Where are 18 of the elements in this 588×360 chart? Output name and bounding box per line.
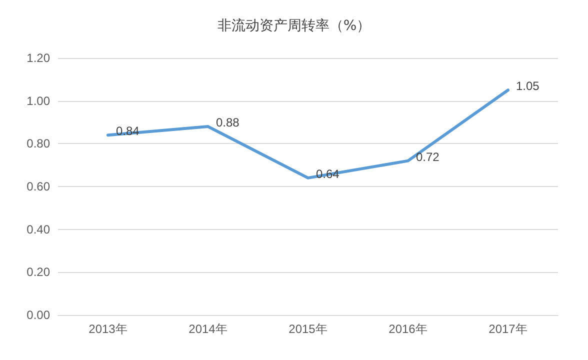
data-label: 0.72 [416, 150, 440, 164]
y-tick-label: 0.20 [26, 265, 50, 280]
x-tick-label: 2013年 [88, 322, 128, 336]
chart-title: 非流动资产周转率（%） [217, 18, 371, 34]
data-label: 1.05 [516, 79, 540, 94]
x-tick-label: 2015年 [288, 322, 328, 336]
y-tick-label: 0.60 [26, 180, 50, 194]
x-tick-label: 2014年 [188, 322, 228, 336]
y-tick-label: 0.40 [26, 222, 50, 236]
y-tick-label: 0.00 [26, 308, 50, 322]
data-label: 0.88 [216, 116, 240, 130]
y-tick-label: 1.20 [26, 51, 50, 65]
x-tick-label: 2016年 [388, 322, 428, 336]
y-tick-label: 1.00 [26, 94, 50, 108]
data-label: 0.64 [316, 166, 340, 181]
x-tick-label: 2017年 [488, 322, 528, 336]
line-series [106, 88, 510, 180]
y-tick-label: 0.80 [26, 136, 50, 151]
